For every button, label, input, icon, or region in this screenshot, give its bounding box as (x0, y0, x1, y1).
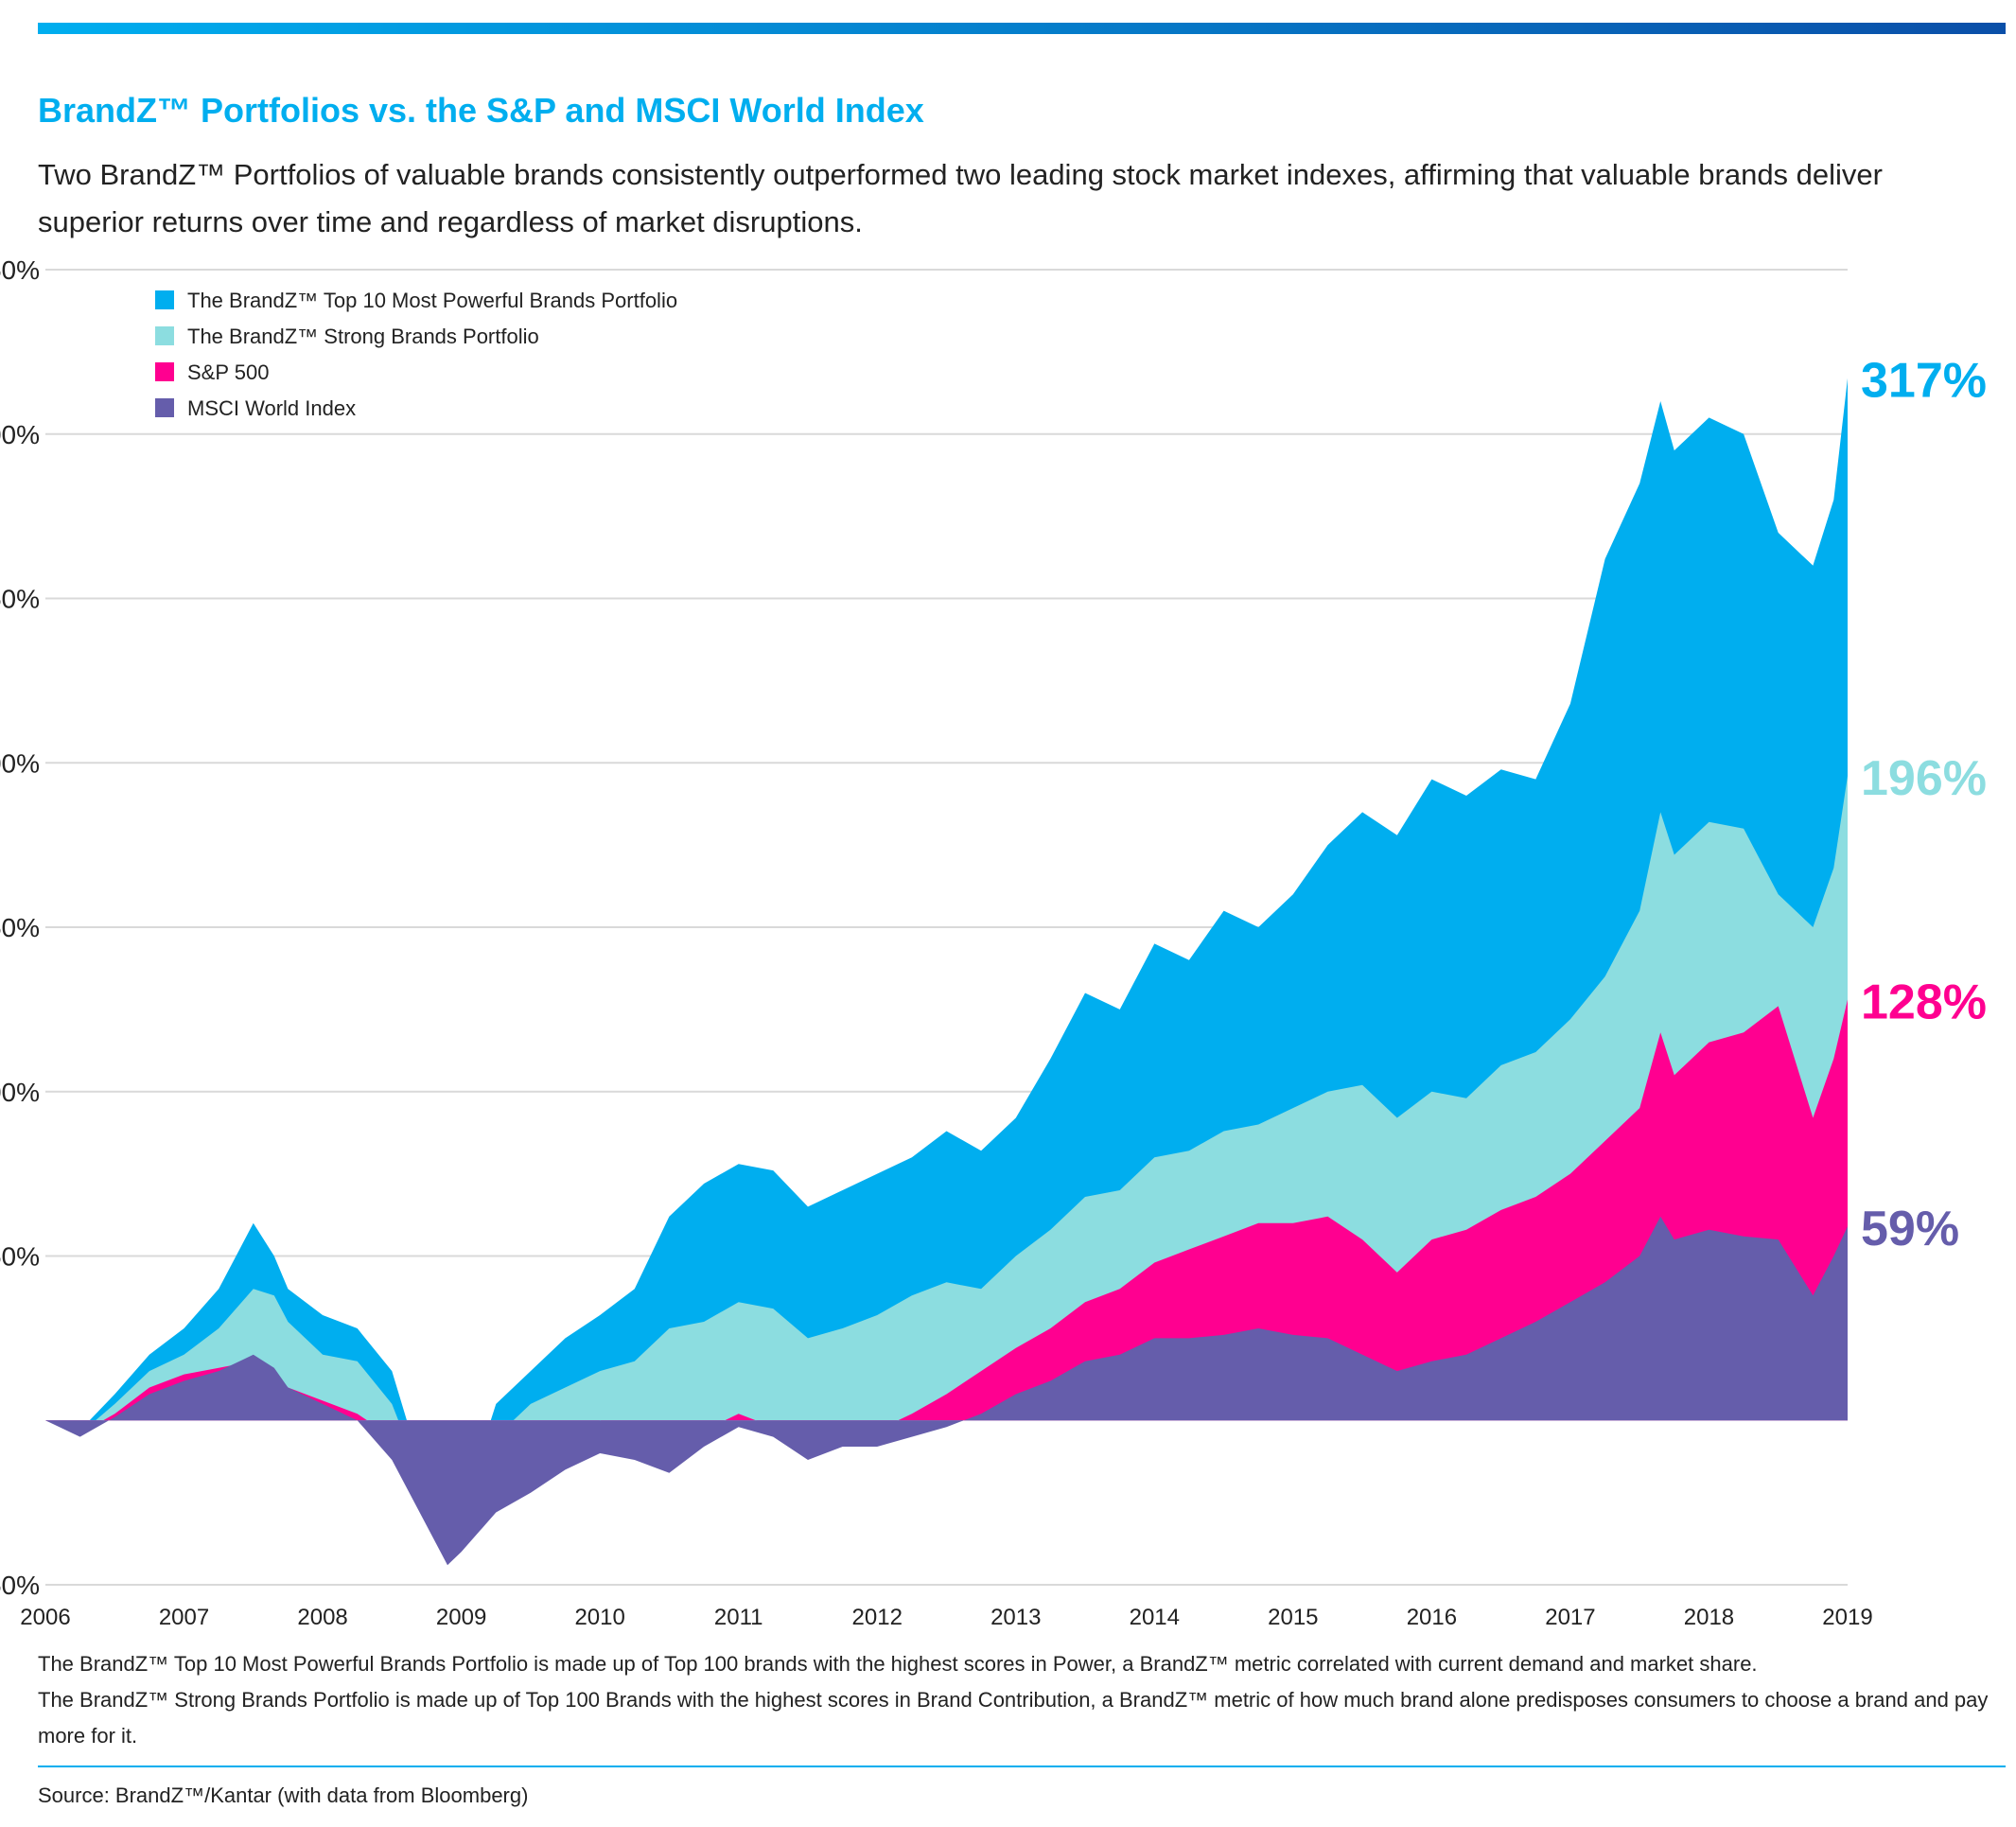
legend-swatch (155, 290, 174, 309)
legend-swatch (155, 326, 174, 345)
x-tick-label: 2014 (1130, 1605, 1180, 1630)
end-value-label: 317% (1861, 354, 1987, 409)
x-tick-label: 2008 (297, 1605, 347, 1630)
end-value-label: 196% (1861, 751, 1987, 806)
y-tick-label: 300% (0, 420, 40, 449)
y-tick-label: 100% (0, 1078, 40, 1107)
end-value-label: 59% (1861, 1202, 1959, 1256)
header-accent-bar (38, 23, 2006, 34)
end-value-label: 128% (1861, 975, 1987, 1029)
y-tick-label: 200% (0, 748, 40, 778)
chart-subtitle: Two BrandZ™ Portfolios of valuable brand… (38, 158, 1883, 238)
x-tick-label: 2010 (574, 1605, 624, 1630)
y-tick-label: 350% (0, 255, 40, 285)
x-tick-label: 2015 (1268, 1605, 1318, 1630)
footer-divider (38, 1766, 2006, 1767)
x-tick-label: 2013 (990, 1605, 1041, 1630)
y-tick-label: 250% (0, 585, 40, 614)
area-chart: 350% 300% 250% 200% 150% 100% 50% -50% 2006 2007 2… (0, 255, 1987, 1630)
y-tick-label: 150% (0, 913, 40, 942)
legend-label: S&P 500 (187, 360, 269, 384)
x-tick-label: 2019 (1822, 1605, 1872, 1630)
x-tick-label: 2018 (1684, 1605, 1734, 1630)
source-note: Source: BrandZ™/Kantar (with data from B… (38, 1783, 529, 1807)
x-tick-label: 2017 (1545, 1605, 1595, 1630)
footnote-top10: The BrandZ™ Top 10 Most Powerful Brands … (38, 1652, 1758, 1676)
area-series (45, 1216, 1848, 1566)
y-tick-label: -50% (0, 1571, 40, 1600)
x-tick-label: 2009 (436, 1605, 486, 1630)
x-tick-label: 2007 (159, 1605, 209, 1630)
footnote-block: The BrandZ™ Top 10 Most Powerful Brands … (38, 1646, 1996, 1754)
x-tick-label: 2012 (852, 1605, 903, 1630)
legend-swatch (155, 362, 174, 381)
chart-title: BrandZ™ Portfolios vs. the S&P and MSCI … (38, 91, 924, 130)
x-tick-label: 2006 (20, 1605, 70, 1630)
footnote-strong: The BrandZ™ Strong Brands Portfolio is m… (38, 1688, 1989, 1748)
legend-label: MSCI World Index (187, 396, 356, 420)
y-tick-label: 50% (0, 1242, 40, 1272)
x-tick-label: 2016 (1407, 1605, 1457, 1630)
legend-label: The BrandZ™ Strong Brands Portfolio (187, 325, 539, 348)
x-tick-label: 2011 (714, 1605, 763, 1630)
legend-swatch (155, 398, 174, 417)
legend-label: The BrandZ™ Top 10 Most Powerful Brands … (187, 289, 677, 312)
